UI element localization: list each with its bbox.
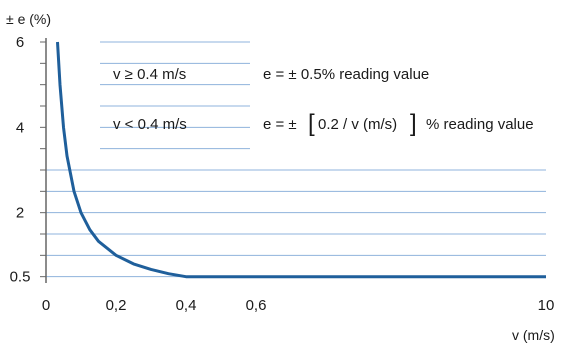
x-tick-label: 0,4 <box>176 297 197 314</box>
annotation-formula-2-inner: 0.2 / v (m/s) <box>318 116 397 133</box>
annotation-condition-2: v < 0.4 m/s <box>113 116 187 133</box>
y-tick-label: 6 <box>16 34 24 51</box>
annotation-formula-2-prefix: e = ± <box>263 116 297 133</box>
x-tick-label: 10 <box>538 297 555 314</box>
y-axis-title: ± e (%) <box>6 11 51 27</box>
annotation-formula-1: e = ± 0.5% reading value <box>263 66 429 83</box>
x-tick-label: 0,2 <box>106 297 127 314</box>
x-tick-label: 0,6 <box>246 297 267 314</box>
annotation-bracket-open: [ <box>308 110 315 137</box>
x-axis-title: v (m/s) <box>512 327 555 343</box>
x-axis-ticks: 0 0,2 0,4 0,6 10 <box>42 297 555 314</box>
y-tick-label: 2 <box>16 205 24 222</box>
y-tick-label: 4 <box>16 119 24 136</box>
x-tick-label: 0 <box>42 297 50 314</box>
grid-lines <box>46 41 546 278</box>
y-tick-label: 0.5 <box>10 269 31 286</box>
y-axis-ticks: 0.5 2 4 6 <box>10 34 46 286</box>
error-curve <box>56 41 546 279</box>
annotation-condition-1: v ≥ 0.4 m/s <box>113 66 186 83</box>
annotation-bracket-close: ] <box>410 110 417 137</box>
annotation-formula-2-suffix: % reading value <box>426 116 534 133</box>
